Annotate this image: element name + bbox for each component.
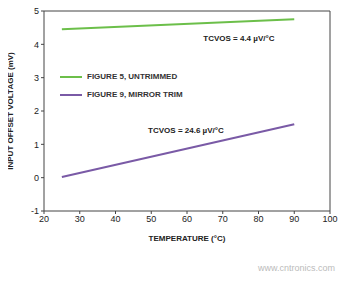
svg-text:4: 4 xyxy=(34,40,39,50)
svg-text:1: 1 xyxy=(34,140,39,150)
svg-text:20: 20 xyxy=(39,214,49,224)
svg-text:INPUT OFFSET VOLTAGE (mV): INPUT OFFSET VOLTAGE (mV) xyxy=(8,52,15,170)
svg-text:5: 5 xyxy=(34,8,39,16)
html-text:FIGURE 5, UNTRIMMED: FIGURE 5, UNTRIMMED xyxy=(87,72,178,81)
svg-text:40: 40 xyxy=(110,214,120,224)
svg-text:-1: -1 xyxy=(31,206,39,216)
svg-text:3: 3 xyxy=(34,73,39,83)
svg-text:50: 50 xyxy=(146,214,156,224)
svg-text:80: 80 xyxy=(253,214,263,224)
svg-text:2: 2 xyxy=(34,106,39,116)
svg-text:TEMPERATURE (°C): TEMPERATURE (°C) xyxy=(149,234,226,243)
svg-text:30: 30 xyxy=(75,214,85,224)
html-text:www.cntronics.com: www.cntronics.com xyxy=(258,263,335,273)
html-text:FIGURE 9, MIRROR TRIM: FIGURE 9, MIRROR TRIM xyxy=(87,90,183,99)
svg-text:TCVOS = 24.6 µV/°C: TCVOS = 24.6 µV/°C xyxy=(148,126,224,135)
svg-text:100: 100 xyxy=(322,214,337,224)
svg-text:0: 0 xyxy=(34,173,39,183)
svg-text:TCVOS = 4.4 µV/°C: TCVOS = 4.4 µV/°C xyxy=(203,34,274,43)
svg-text:70: 70 xyxy=(218,214,228,224)
svg-text:90: 90 xyxy=(289,214,299,224)
svg-text:60: 60 xyxy=(182,214,192,224)
